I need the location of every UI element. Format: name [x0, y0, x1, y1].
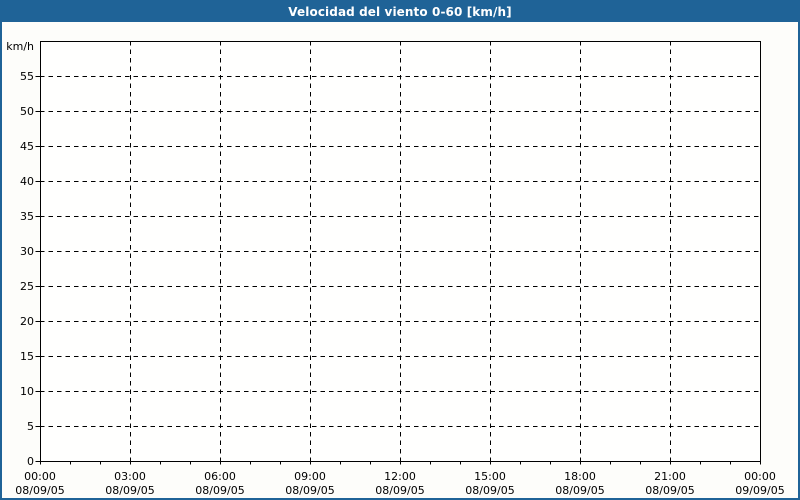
- y-tick-label: 30: [20, 245, 34, 258]
- y-tick-label: 10: [20, 385, 34, 398]
- y-tick-label: 5: [27, 420, 34, 433]
- x-time-label: 09:00: [294, 470, 326, 483]
- x-time-label: 15:00: [474, 470, 506, 483]
- y-tick-label: 40: [20, 175, 34, 188]
- plot-frame: [40, 41, 761, 462]
- y-axis-unit-label: km/h: [6, 40, 34, 53]
- x-time-label: 00:00: [744, 470, 776, 483]
- x-time-label: 18:00: [564, 470, 596, 483]
- x-date-label: 08/09/05: [375, 484, 424, 497]
- y-tick-label: 45: [20, 140, 34, 153]
- x-time-label: 06:00: [204, 470, 236, 483]
- chart-title: Velocidad del viento 0-60 [km/h]: [288, 5, 512, 19]
- chart-title-bar: Velocidad del viento 0-60 [km/h]: [2, 2, 798, 22]
- x-time-label: 03:00: [114, 470, 146, 483]
- x-date-label: 08/09/05: [285, 484, 334, 497]
- x-date-label: 08/09/05: [645, 484, 694, 497]
- x-date-label: 08/09/05: [465, 484, 514, 497]
- y-tick-label: 35: [20, 210, 34, 223]
- x-time-label: 12:00: [384, 470, 416, 483]
- x-date-label: 08/09/05: [555, 484, 604, 497]
- y-tick-label: 15: [20, 350, 34, 363]
- y-tick-label: 55: [20, 70, 34, 83]
- x-date-label: 08/09/05: [15, 484, 64, 497]
- x-time-label: 00:00: [24, 470, 56, 483]
- x-date-label: 08/09/05: [105, 484, 154, 497]
- y-tick-label: 0: [27, 455, 34, 468]
- x-date-label: 09/09/05: [735, 484, 784, 497]
- y-tick-label: 25: [20, 280, 34, 293]
- x-time-label: 21:00: [654, 470, 686, 483]
- y-tick-label: 50: [20, 105, 34, 118]
- x-date-label: 08/09/05: [195, 484, 244, 497]
- y-tick-label: 20: [20, 315, 34, 328]
